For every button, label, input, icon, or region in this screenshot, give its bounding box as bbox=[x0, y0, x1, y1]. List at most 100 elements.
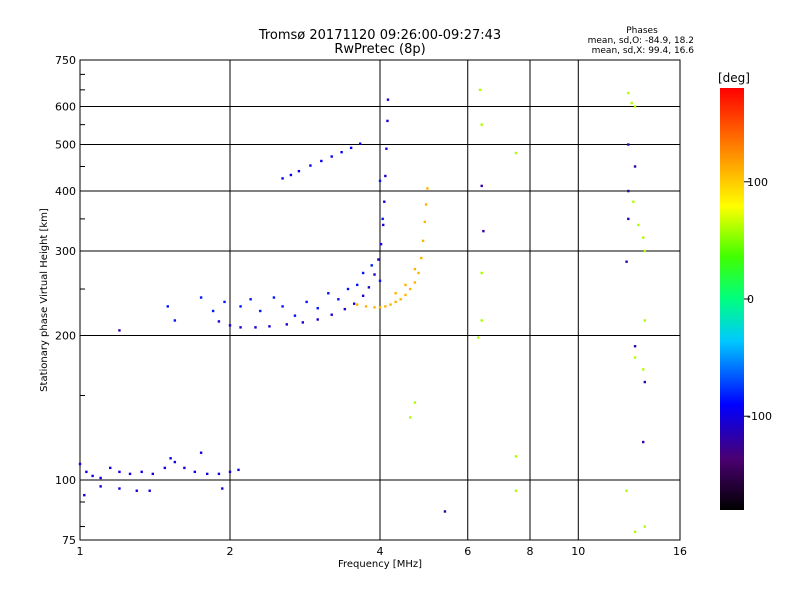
data-point bbox=[99, 485, 102, 488]
y-tick-label: 400 bbox=[55, 185, 76, 198]
data-point bbox=[285, 323, 288, 326]
colorbar-tick-label: 0 bbox=[747, 293, 754, 306]
data-point bbox=[404, 293, 407, 297]
data-point bbox=[373, 306, 376, 309]
data-point bbox=[417, 271, 420, 275]
y-tick-label: 200 bbox=[55, 330, 76, 343]
data-point bbox=[630, 101, 633, 105]
data-point bbox=[355, 303, 359, 306]
data-point bbox=[394, 300, 397, 304]
data-point bbox=[373, 273, 376, 276]
data-point bbox=[340, 150, 343, 154]
data-point bbox=[627, 217, 630, 221]
data-point bbox=[343, 307, 347, 311]
data-point bbox=[239, 326, 242, 329]
data-point bbox=[293, 314, 297, 317]
data-point bbox=[297, 169, 301, 173]
data-point bbox=[118, 470, 121, 474]
data-point bbox=[633, 356, 637, 359]
data-point bbox=[643, 525, 647, 528]
data-point bbox=[163, 466, 167, 470]
data-point bbox=[346, 287, 350, 291]
data-point bbox=[627, 91, 630, 95]
phases-heading: Phases bbox=[626, 26, 658, 36]
data-point bbox=[272, 296, 276, 299]
data-point bbox=[443, 510, 447, 513]
x-tick-label: 16 bbox=[673, 545, 687, 558]
data-point bbox=[480, 123, 483, 126]
data-point bbox=[477, 336, 480, 339]
data-point bbox=[355, 283, 359, 287]
data-point bbox=[91, 474, 94, 478]
x-tick-label: 2 bbox=[227, 545, 234, 558]
data-point bbox=[228, 470, 232, 474]
data-point bbox=[205, 472, 209, 476]
data-point bbox=[316, 318, 319, 321]
data-point bbox=[409, 287, 412, 291]
y-axis: 75 100 200 300 400 500 600 750 bbox=[55, 54, 85, 547]
data-point bbox=[199, 451, 203, 454]
data-point bbox=[367, 286, 371, 289]
data-point bbox=[173, 460, 177, 464]
data-point bbox=[627, 189, 630, 193]
data-point bbox=[330, 313, 333, 316]
data-point bbox=[118, 329, 121, 332]
chart-title: Tromsø 20171120 09:26:00-09:27:43 bbox=[258, 28, 501, 43]
data-point bbox=[99, 476, 102, 480]
data-point bbox=[330, 155, 333, 158]
data-point bbox=[148, 489, 151, 492]
data-point bbox=[289, 173, 293, 177]
grid bbox=[80, 60, 680, 540]
data-point bbox=[316, 307, 319, 310]
colorbar-tick-label: 100 bbox=[747, 176, 768, 189]
x-axis-label: Frequency [MHz] bbox=[338, 559, 422, 570]
data-point bbox=[268, 325, 271, 328]
data-point bbox=[625, 489, 628, 492]
data-point bbox=[281, 305, 284, 308]
phases-mean-o: mean, sd,O: -84.9, 18.2 bbox=[588, 36, 694, 46]
data-point bbox=[413, 401, 417, 404]
data-point bbox=[78, 462, 82, 466]
data-point bbox=[480, 319, 483, 322]
phases-mean-x: mean, sd,X: 99.4, 16.6 bbox=[592, 46, 695, 56]
data-point bbox=[309, 164, 312, 167]
data-point bbox=[386, 98, 390, 101]
data-point bbox=[361, 294, 365, 297]
data-point bbox=[217, 320, 221, 323]
data-point bbox=[377, 258, 380, 261]
data-point bbox=[228, 324, 232, 327]
data-point bbox=[169, 457, 172, 460]
data-point bbox=[327, 292, 330, 295]
x-tick-label: 8 bbox=[527, 545, 534, 558]
chart-subtitle: RwPretec (8p) bbox=[334, 42, 425, 57]
data-point bbox=[140, 470, 143, 474]
data-point bbox=[478, 88, 482, 92]
data-point bbox=[382, 223, 385, 227]
data-point bbox=[223, 300, 226, 304]
data-point bbox=[378, 279, 382, 283]
data-point bbox=[625, 260, 628, 263]
data-point bbox=[239, 305, 242, 308]
data-point bbox=[199, 296, 203, 299]
data-point bbox=[389, 303, 392, 306]
data-point bbox=[83, 493, 86, 497]
data-point bbox=[423, 220, 426, 224]
data-point bbox=[514, 489, 518, 492]
data-point bbox=[643, 249, 647, 253]
data-point bbox=[361, 271, 365, 275]
data-point bbox=[85, 470, 88, 474]
data-point bbox=[426, 187, 429, 190]
data-point bbox=[221, 487, 224, 490]
x-axis: 1 2 4 6 8 10 16 bbox=[77, 545, 688, 558]
data-point bbox=[642, 236, 645, 239]
data-point bbox=[420, 256, 423, 260]
data-point bbox=[128, 472, 132, 476]
data-point bbox=[633, 345, 637, 348]
data-point bbox=[643, 319, 647, 322]
data-point bbox=[237, 468, 240, 472]
data-point bbox=[109, 466, 112, 470]
data-point bbox=[281, 177, 284, 180]
data-point bbox=[627, 143, 630, 146]
data-point bbox=[514, 151, 518, 155]
